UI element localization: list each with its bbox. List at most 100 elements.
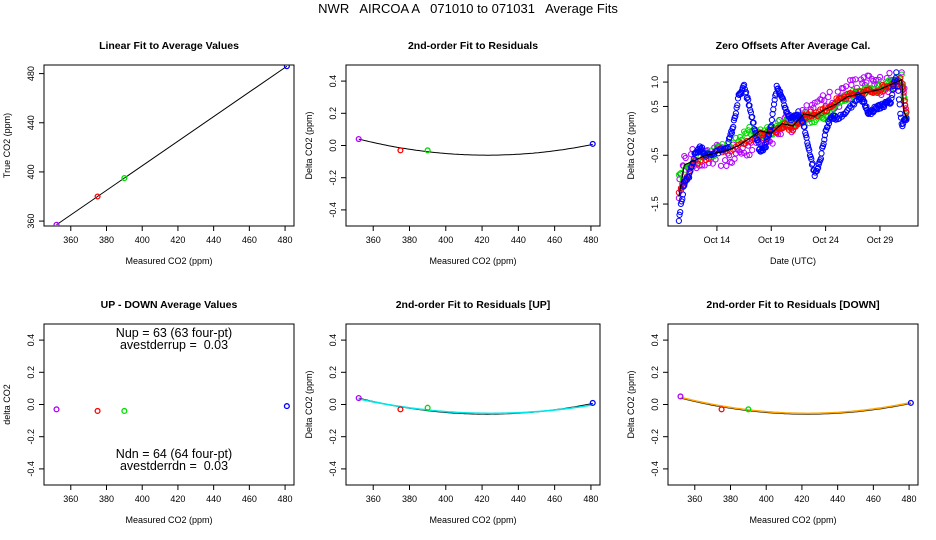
series-point <box>860 74 867 81</box>
y-tick-label: 0.4 <box>650 334 660 347</box>
x-tick-label: 480 <box>278 494 293 504</box>
annotation-text: Nup = 63 (63 four-pt) <box>116 326 232 340</box>
series-point <box>826 88 833 96</box>
x-tick-label: 360 <box>687 494 702 504</box>
fit-curve-cyan <box>358 398 593 415</box>
x-tick-label: 360 <box>63 494 78 504</box>
series-point <box>886 69 893 77</box>
panel-p1: Linear Fit to Average Values Measured CO2… <box>2 40 295 266</box>
y-tick-label: 480 <box>26 66 36 81</box>
panel-title: Zero Offsets After Average Cal. <box>716 40 871 52</box>
data-point-red <box>718 406 725 413</box>
series-point <box>899 123 906 130</box>
x-tick-label: 440 <box>830 494 845 504</box>
series-point <box>782 105 789 112</box>
y-tick-label: 0.0 <box>26 398 36 411</box>
y-tick-label: 440 <box>26 115 36 130</box>
y-axis-label: Delta CO2 (ppm) <box>304 111 314 179</box>
panel-title: 2nd-order Fit to Residuals [DOWN] <box>706 299 879 311</box>
series-point <box>895 87 902 94</box>
x-tick-label: 400 <box>438 235 453 245</box>
series-point <box>801 123 808 131</box>
y-tick-label: 360 <box>26 214 36 229</box>
series-point <box>771 96 778 103</box>
series-point <box>902 116 909 123</box>
x-tick-label: 440 <box>511 494 526 504</box>
series-point <box>892 75 899 82</box>
x-tick-label: 480 <box>583 494 598 504</box>
series-point <box>741 86 748 93</box>
series-point <box>763 138 770 146</box>
plot-area <box>677 393 914 415</box>
x-tick-label: 460 <box>242 235 257 245</box>
panel-p2: 2nd-order Fit to Residuals Measured CO2 (… <box>304 40 601 266</box>
y-tick-label: 0.4 <box>328 75 338 88</box>
series-point <box>804 139 811 146</box>
fit-curve-black <box>358 138 593 156</box>
series-point <box>802 132 810 139</box>
data-point-green <box>745 406 752 413</box>
series-line <box>678 78 908 197</box>
y-tick-label: 0.2 <box>328 107 338 120</box>
series-point <box>821 132 829 139</box>
series-point <box>825 120 833 127</box>
series-point <box>732 113 739 120</box>
series-point <box>889 86 897 93</box>
annotation-text: avestderrup = 0.03 <box>120 338 228 352</box>
series-point <box>749 113 756 121</box>
series-point <box>738 140 745 147</box>
x-tick-label: 480 <box>583 235 598 245</box>
data-point-purple <box>677 393 684 400</box>
data-point-purple <box>53 221 60 226</box>
x-tick-label: Oct 24 <box>812 235 839 245</box>
series-point <box>852 98 859 105</box>
x-tick-label: 420 <box>170 235 185 245</box>
series-point <box>781 102 788 109</box>
y-tick-label: 0.5 <box>650 100 660 113</box>
y-tick-label: -0.2 <box>650 429 660 445</box>
series-point <box>900 89 907 96</box>
data-point-green <box>424 147 431 154</box>
x-tick-label: 360 <box>63 235 78 245</box>
x-tick-label: 420 <box>475 235 490 245</box>
series-point <box>769 110 776 118</box>
series-point <box>889 91 896 99</box>
series-point <box>679 196 686 203</box>
series-black <box>678 78 908 197</box>
x-axis-label: Measured CO2 (ppm) <box>125 515 212 525</box>
y-tick-label: -0.4 <box>650 461 660 477</box>
series-point <box>825 94 832 101</box>
y-tick-label: -0.5 <box>650 147 660 163</box>
series-point <box>887 100 894 107</box>
x-tick-label: Oct 19 <box>758 235 785 245</box>
plot-area <box>675 69 910 224</box>
series-point <box>755 139 762 146</box>
y-axis-label: Delta CO2 (ppm) <box>626 111 636 179</box>
x-axis-label: Measured CO2 (ppm) <box>429 256 516 266</box>
series-point <box>675 217 683 224</box>
x-tick-label: 420 <box>794 494 809 504</box>
x-tick-label: 460 <box>866 494 881 504</box>
plot-frame <box>667 323 919 486</box>
x-axis-label: Date (UTC) <box>770 256 816 266</box>
series-point <box>809 160 816 167</box>
panel-p4: UP - DOWN Average Values Measured CO2 (pp… <box>2 299 295 525</box>
series-point <box>698 144 706 151</box>
series-point <box>685 173 692 180</box>
y-tick-label: 0.2 <box>26 366 36 379</box>
annotation-text: Ndn = 64 (64 four-pt) <box>116 447 232 461</box>
data-point-blue <box>907 399 914 406</box>
x-tick-label: 440 <box>511 235 526 245</box>
figure-title: NWR AIRCOA A 071010 to 071031 Average Fi… <box>318 1 618 16</box>
series-point <box>903 115 910 122</box>
annotation-text: avestderrdn = 0.03 <box>120 459 228 473</box>
panel-p5: 2nd-order Fit to Residuals [UP] Measured … <box>304 299 601 525</box>
data-point-blue <box>283 403 290 410</box>
panel-title: Linear Fit to Average Values <box>99 40 239 52</box>
x-tick-label: 380 <box>99 494 114 504</box>
series-point <box>731 155 738 162</box>
series-point <box>726 152 733 159</box>
series-point <box>863 103 870 110</box>
x-tick-label: 360 <box>366 494 381 504</box>
